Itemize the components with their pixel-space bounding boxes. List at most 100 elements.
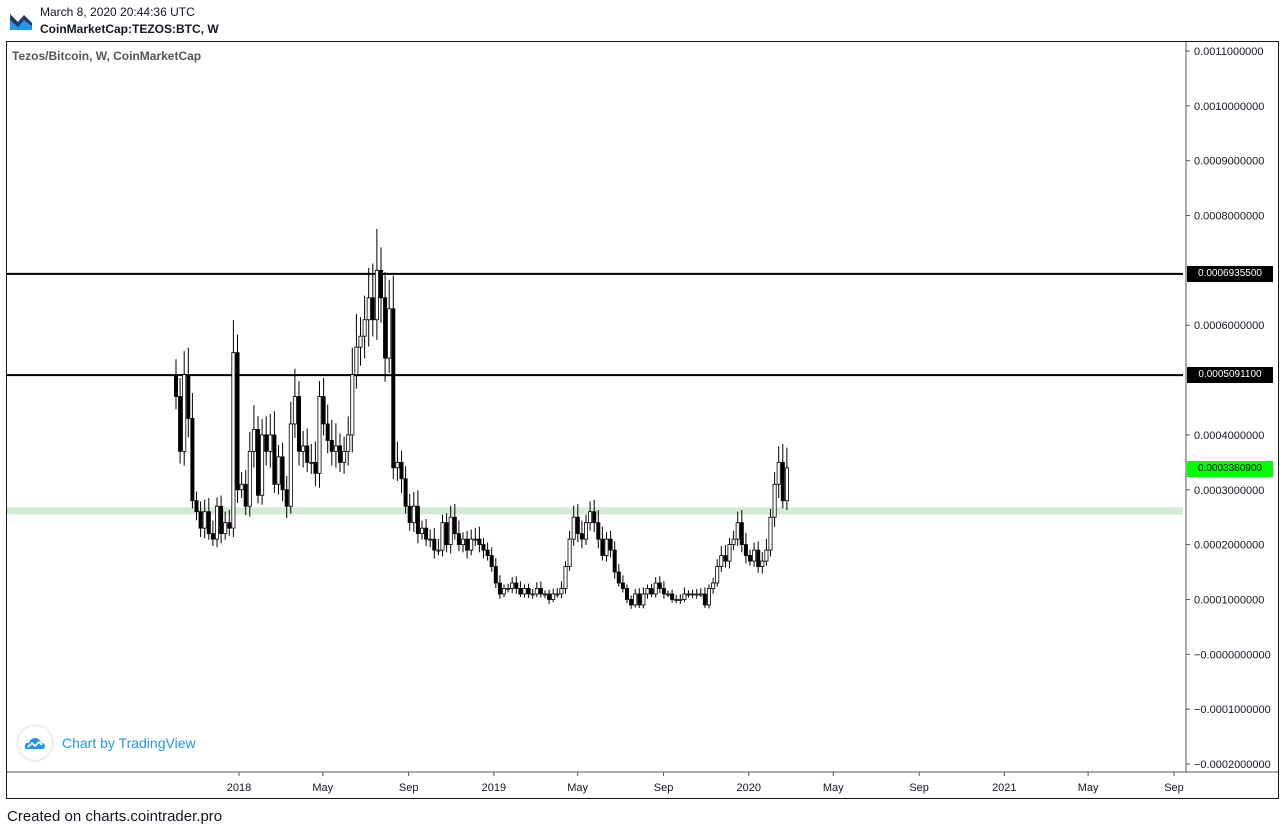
- candle-body[interactable]: [600, 538, 605, 556]
- candle-body[interactable]: [625, 588, 630, 600]
- candle-body[interactable]: [460, 538, 465, 546]
- candle-body[interactable]: [547, 593, 552, 600]
- candle-body[interactable]: [428, 538, 433, 541]
- candle-body[interactable]: [756, 549, 761, 567]
- candle-body[interactable]: [292, 396, 297, 425]
- candle-body[interactable]: [530, 593, 535, 596]
- candle-body[interactable]: [436, 549, 441, 552]
- candle-body[interactable]: [645, 588, 650, 595]
- candle-body[interactable]: [538, 588, 543, 595]
- candle-body[interactable]: [690, 593, 695, 596]
- candle-body[interactable]: [743, 544, 748, 556]
- candle-body[interactable]: [223, 522, 228, 535]
- candle-body[interactable]: [387, 308, 392, 359]
- candle-body[interactable]: [424, 527, 429, 540]
- candle-body[interactable]: [694, 593, 699, 596]
- candle-body[interactable]: [370, 297, 375, 321]
- candle-body[interactable]: [612, 549, 617, 573]
- candle-body[interactable]: [214, 505, 219, 540]
- candle-body[interactable]: [288, 423, 293, 507]
- candle-body[interactable]: [596, 522, 601, 540]
- candle-body[interactable]: [485, 549, 490, 556]
- candle-body[interactable]: [473, 538, 478, 541]
- candle-body[interactable]: [309, 461, 314, 464]
- candle-body[interactable]: [469, 538, 474, 551]
- candle-body[interactable]: [415, 505, 420, 535]
- candle-body[interactable]: [723, 555, 728, 562]
- candle-body[interactable]: [366, 297, 371, 321]
- candle-body[interactable]: [399, 461, 404, 480]
- candle-body[interactable]: [620, 582, 625, 589]
- candle-body[interactable]: [711, 582, 716, 589]
- candle-body[interactable]: [666, 593, 671, 596]
- tradingview-badge[interactable]: Chart by TradingView: [18, 725, 196, 761]
- candle-body[interactable]: [432, 538, 437, 551]
- candle-body[interactable]: [715, 566, 720, 584]
- candle-body[interactable]: [735, 522, 740, 540]
- candle-body[interactable]: [374, 269, 379, 321]
- candle-body[interactable]: [210, 533, 215, 540]
- candle-body[interactable]: [317, 396, 322, 474]
- candle-body[interactable]: [202, 511, 207, 529]
- candle-body[interactable]: [772, 483, 777, 518]
- candle-body[interactable]: [456, 533, 461, 546]
- candle-body[interactable]: [325, 423, 330, 441]
- candle-body[interactable]: [514, 582, 519, 589]
- candle-body[interactable]: [731, 538, 736, 546]
- candle-body[interactable]: [284, 489, 289, 507]
- candle-body[interactable]: [403, 478, 408, 507]
- candle-body[interactable]: [584, 522, 589, 540]
- candle-body[interactable]: [411, 505, 416, 524]
- candle-body[interactable]: [305, 445, 310, 463]
- candle-body[interactable]: [255, 429, 260, 496]
- candle-body[interactable]: [272, 434, 277, 485]
- candle-body[interactable]: [264, 434, 269, 452]
- candle-body[interactable]: [604, 538, 609, 556]
- candle-body[interactable]: [178, 396, 183, 452]
- candle-body[interactable]: [481, 544, 486, 551]
- candle-body[interactable]: [198, 511, 203, 529]
- candle-body[interactable]: [571, 516, 576, 540]
- candle-body[interactable]: [419, 527, 424, 535]
- candle-body[interactable]: [727, 544, 732, 562]
- candle-body[interactable]: [575, 516, 580, 535]
- candle-body[interactable]: [378, 269, 383, 299]
- candle-body[interactable]: [206, 511, 211, 535]
- candle-body[interactable]: [641, 593, 646, 606]
- candle-body[interactable]: [280, 456, 285, 491]
- candle-body[interactable]: [190, 418, 195, 502]
- candle-body[interactable]: [362, 319, 367, 337]
- candle-body[interactable]: [354, 346, 359, 375]
- candle-body[interactable]: [231, 352, 236, 529]
- candle-body[interactable]: [616, 571, 621, 584]
- candle-body[interactable]: [719, 555, 724, 567]
- candle-body[interactable]: [383, 297, 388, 359]
- candle-body[interactable]: [686, 593, 691, 596]
- candle-body[interactable]: [760, 560, 765, 567]
- candle-body[interactable]: [653, 582, 658, 595]
- candle-body[interactable]: [633, 593, 638, 606]
- candle-body[interactable]: [534, 588, 539, 595]
- candle-body[interactable]: [321, 396, 326, 425]
- candle-body[interactable]: [346, 434, 351, 452]
- candle-body[interactable]: [227, 522, 232, 529]
- candle-body[interactable]: [674, 599, 679, 601]
- candle-body[interactable]: [391, 308, 396, 469]
- candle-body[interactable]: [657, 582, 662, 589]
- candle-body[interactable]: [296, 396, 301, 452]
- candle-body[interactable]: [661, 588, 666, 595]
- candle-body[interactable]: [448, 516, 453, 546]
- candle-body[interactable]: [395, 461, 400, 469]
- candle-body[interactable]: [739, 522, 744, 546]
- candle-body[interactable]: [526, 588, 531, 595]
- candle-body[interactable]: [629, 599, 634, 606]
- candle-body[interactable]: [506, 588, 511, 590]
- candle-body[interactable]: [764, 549, 769, 562]
- candle-body[interactable]: [182, 374, 187, 452]
- candle-body[interactable]: [752, 549, 757, 562]
- candle-body[interactable]: [682, 593, 687, 600]
- candle-body[interactable]: [748, 555, 753, 562]
- candle-body[interactable]: [608, 538, 613, 551]
- candle-body[interactable]: [329, 440, 334, 452]
